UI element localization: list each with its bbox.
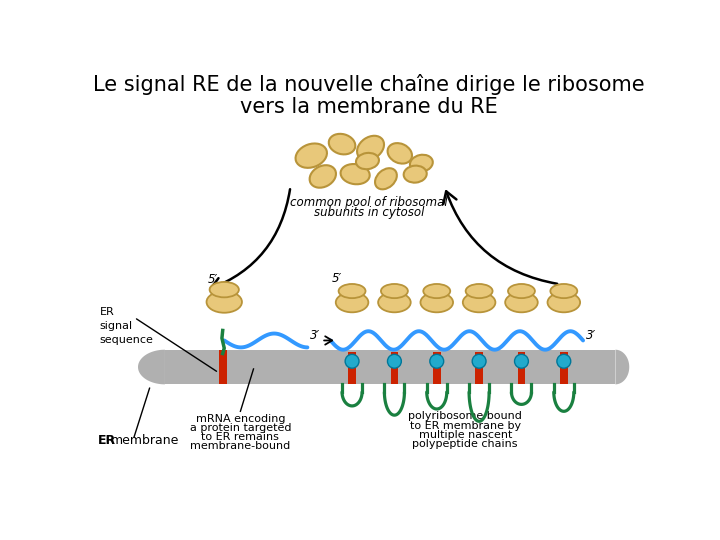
FancyArrowPatch shape — [324, 336, 332, 345]
Ellipse shape — [547, 293, 580, 312]
Bar — [390, 352, 398, 384]
Ellipse shape — [378, 293, 410, 312]
Ellipse shape — [423, 284, 450, 298]
Ellipse shape — [357, 136, 384, 160]
Ellipse shape — [375, 168, 397, 190]
Text: mRNA encoding: mRNA encoding — [196, 414, 285, 423]
FancyArrowPatch shape — [444, 191, 557, 284]
Text: common pool of ribosomal: common pool of ribosomal — [290, 195, 448, 208]
FancyArrowPatch shape — [210, 189, 290, 291]
Ellipse shape — [210, 282, 239, 298]
Text: 5′: 5′ — [331, 272, 341, 285]
Bar — [475, 352, 483, 384]
Bar — [560, 352, 567, 384]
Ellipse shape — [310, 165, 336, 188]
Bar — [348, 352, 356, 384]
Ellipse shape — [420, 293, 453, 312]
Text: 3′: 3′ — [586, 329, 596, 342]
Circle shape — [387, 354, 401, 368]
Text: membrane-bound: membrane-bound — [190, 441, 291, 451]
Ellipse shape — [338, 284, 366, 298]
Circle shape — [515, 354, 528, 368]
Ellipse shape — [336, 293, 369, 312]
Ellipse shape — [463, 293, 495, 312]
Polygon shape — [138, 350, 165, 384]
Ellipse shape — [508, 284, 535, 298]
Circle shape — [557, 354, 571, 368]
Text: membrane: membrane — [111, 434, 179, 447]
Ellipse shape — [207, 291, 242, 313]
Text: to ER membrane by: to ER membrane by — [410, 421, 521, 430]
Text: subunits in cytosol: subunits in cytosol — [314, 206, 424, 219]
Text: Le signal RE de la nouvelle chaîne dirige le ribosome: Le signal RE de la nouvelle chaîne dirig… — [93, 74, 645, 95]
Ellipse shape — [550, 284, 577, 298]
Text: multiple nascent: multiple nascent — [418, 430, 512, 440]
Bar — [433, 352, 441, 384]
Text: to ER remains: to ER remains — [202, 432, 279, 442]
Ellipse shape — [329, 134, 356, 154]
Ellipse shape — [505, 293, 538, 312]
Text: polyribosome bound: polyribosome bound — [408, 411, 522, 421]
Circle shape — [430, 354, 444, 368]
Text: vers la membrane du RE: vers la membrane du RE — [240, 97, 498, 117]
Ellipse shape — [341, 164, 369, 184]
Polygon shape — [616, 350, 629, 384]
Ellipse shape — [295, 144, 327, 168]
Text: ER
signal
sequence: ER signal sequence — [99, 307, 153, 346]
Ellipse shape — [381, 284, 408, 298]
Ellipse shape — [410, 155, 433, 172]
Text: a protein targeted: a protein targeted — [189, 423, 291, 433]
Circle shape — [345, 354, 359, 368]
Text: 3′: 3′ — [310, 329, 320, 342]
Text: ER: ER — [98, 434, 116, 447]
Circle shape — [472, 354, 486, 368]
Text: 5′: 5′ — [208, 273, 218, 286]
Ellipse shape — [387, 143, 412, 164]
Bar — [219, 350, 227, 384]
Bar — [165, 350, 616, 384]
Text: polypeptide chains: polypeptide chains — [413, 439, 518, 449]
Ellipse shape — [466, 284, 492, 298]
Bar — [518, 352, 526, 384]
Ellipse shape — [356, 153, 379, 169]
Ellipse shape — [404, 166, 427, 183]
